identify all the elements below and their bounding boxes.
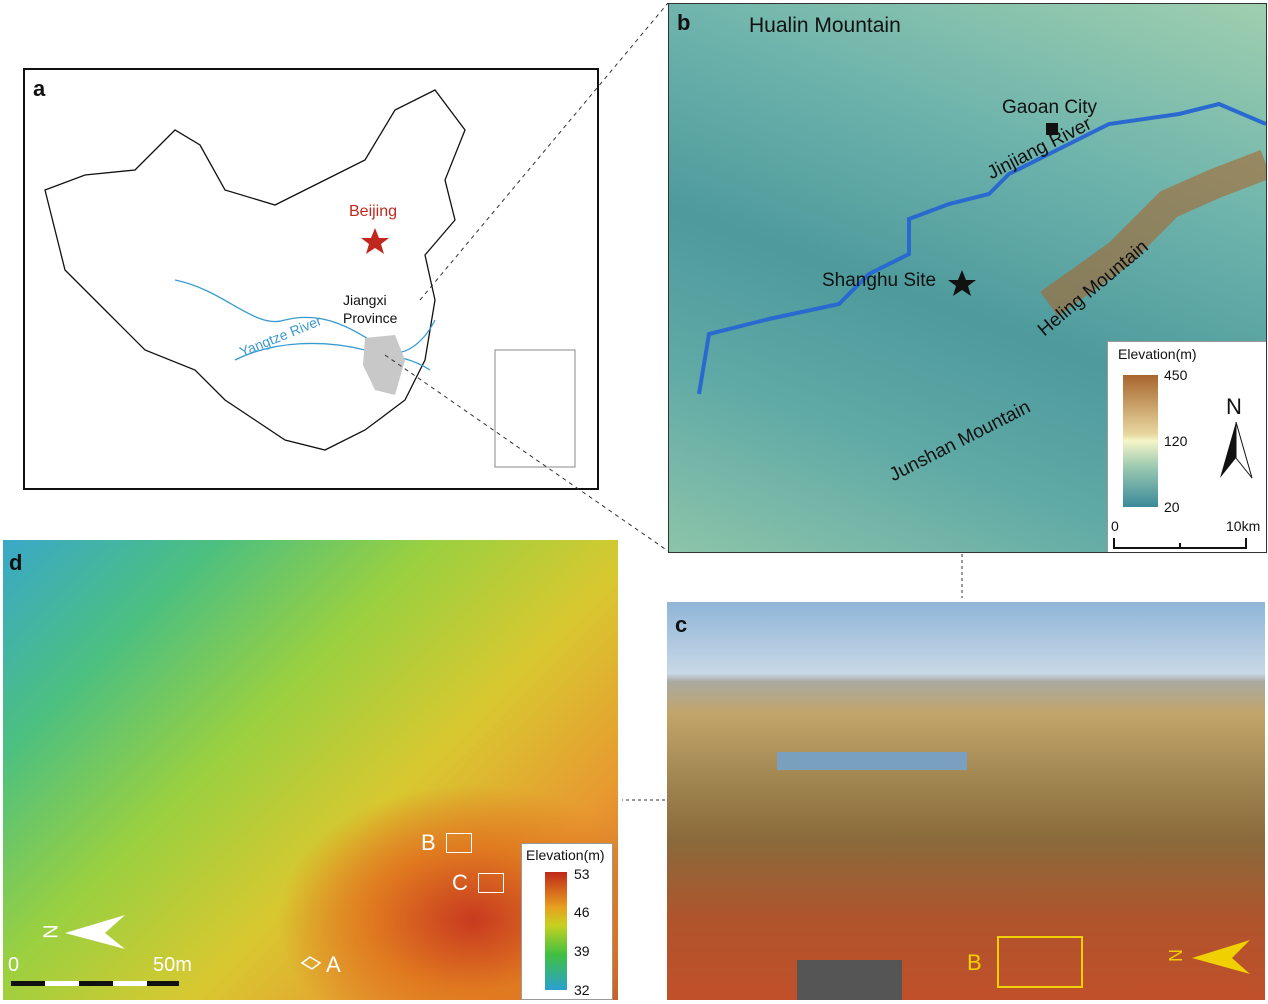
area-b-box <box>997 936 1083 988</box>
area-a-label: A <box>326 952 341 977</box>
legend-title: Elevation(m) <box>526 847 605 863</box>
legend-tick: 32 <box>574 982 590 998</box>
elevation-legend: Elevation(m) 450 120 20 N 0 10km <box>1107 341 1266 552</box>
panel-b-elevation-map: b Hualin Mountain Gaoan City Jinjiang Ri… <box>668 3 1267 553</box>
north-arrow-icon <box>65 915 125 949</box>
panel-letter: c <box>675 612 688 637</box>
area-c-label: C <box>452 870 468 895</box>
scale-start: 0 <box>1111 518 1119 534</box>
north-arrow-icon <box>1220 422 1253 479</box>
panel-letter: b <box>677 10 691 35</box>
province-label-1: Jiangxi <box>343 292 387 308</box>
panel-a-china-map: a Beijing Jiangxi Province Yangtze River <box>23 68 599 490</box>
scale-bar <box>11 981 179 986</box>
legend-tick: 39 <box>574 943 590 959</box>
legend-tick: 53 <box>574 866 590 882</box>
scale-end: 50m <box>153 954 192 976</box>
site-star-icon <box>948 270 976 296</box>
area-b-box <box>446 833 472 853</box>
city-marker-icon <box>1046 123 1058 135</box>
legend-max: 450 <box>1164 367 1188 383</box>
scale-start: 0 <box>8 954 20 976</box>
panel-c-aerial-photo: c B N <box>667 602 1265 1000</box>
beijing-label: Beijing <box>349 203 398 220</box>
area-c-box <box>478 873 504 893</box>
legend-min: 20 <box>1164 499 1180 515</box>
province-label-2: Province <box>343 310 398 326</box>
elevation-legend: Elevation(m) 53 46 39 32 <box>521 843 613 1000</box>
legend-tick: 46 <box>574 904 590 920</box>
north-label: N <box>1226 394 1242 419</box>
north-label: N <box>1166 949 1186 962</box>
north-label: N <box>40 924 63 939</box>
china-outline <box>44 89 576 468</box>
pond <box>777 752 967 770</box>
scale-end: 10km <box>1226 518 1261 534</box>
panel-letter: a <box>33 76 46 101</box>
legend-title: Elevation(m) <box>1118 346 1197 362</box>
panel-d-dem: d B C A N 0 50m Elevation(m) 53 46 39 32 <box>3 540 618 1000</box>
gaoan-label: Gaoan City <box>1002 97 1098 118</box>
structure <box>797 960 902 1000</box>
north-arrow-icon <box>1192 940 1250 974</box>
shanghu-label: Shanghu Site <box>822 270 937 291</box>
scale-bar <box>1113 538 1247 549</box>
south-china-sea-inset <box>494 349 576 468</box>
capital-star-icon <box>361 228 389 254</box>
legend-mid: 120 <box>1164 433 1188 449</box>
panel-letter: d <box>9 550 23 575</box>
area-a-marker <box>300 956 322 970</box>
river-network <box>697 101 1266 395</box>
area-b-label: B <box>967 950 982 975</box>
hualin-label: Hualin Mountain <box>749 14 901 37</box>
area-b-label: B <box>421 830 436 855</box>
